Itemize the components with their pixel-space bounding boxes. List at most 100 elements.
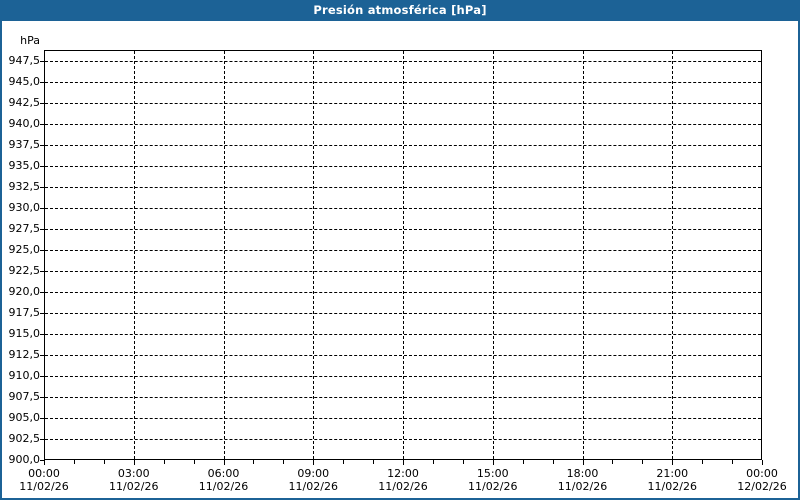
x-axis-tick-date: 11/02/26 xyxy=(198,480,249,493)
y-axis-tick-label: 910,0 xyxy=(8,368,41,382)
y-axis-tick-label: 937,5 xyxy=(8,137,41,151)
x-axis-tick-date: 11/02/26 xyxy=(647,480,697,493)
x-axis-tick-time: 21:00 xyxy=(656,467,689,480)
y-axis-tick-mark xyxy=(40,60,44,62)
x-axis-tick-label: 15:00 11/02/26 xyxy=(448,467,538,493)
x-axis-minor-tick-mark xyxy=(193,460,195,464)
x-axis-tick-time: 03:00 xyxy=(117,467,150,480)
x-axis-minor-tick-mark xyxy=(103,460,105,464)
x-axis-tick-mark xyxy=(492,460,494,465)
x-axis-tick-time: 06:00 xyxy=(207,467,240,480)
y-axis-tick-mark xyxy=(40,102,44,104)
y-axis-tick-mark xyxy=(40,81,44,83)
y-axis-tick-mark xyxy=(40,270,44,272)
y-axis-tick-label: 940,0 xyxy=(8,116,41,130)
x-axis-minor-tick-mark xyxy=(552,460,554,464)
x-axis-minor-tick-mark xyxy=(522,460,524,464)
x-axis-minor-tick-mark xyxy=(432,460,434,464)
y-axis-tick-mark xyxy=(40,438,44,440)
y-axis-tick-mark xyxy=(40,460,44,461)
y-axis-tick-label: 925,0 xyxy=(8,242,41,256)
grid-line-vertical xyxy=(403,51,404,459)
x-axis-tick-mark xyxy=(223,460,225,465)
x-axis-tick-date: 11/02/26 xyxy=(378,480,428,493)
x-axis-tick-time: 00:00 xyxy=(746,467,778,480)
y-axis-tick-mark xyxy=(40,291,44,293)
y-axis-tick-label: 915,0 xyxy=(8,326,41,340)
x-axis-minor-tick-mark xyxy=(373,460,375,464)
x-axis-tick-time: 00:00 xyxy=(28,467,60,480)
x-axis-tick-date: 11/02/26 xyxy=(19,480,69,493)
x-axis-tick-mark xyxy=(403,460,404,465)
x-axis-tick-label: 12:00 11/02/26 xyxy=(358,467,448,493)
y-axis-tick-mark xyxy=(40,144,44,146)
y-axis-tick-mark xyxy=(40,417,44,419)
x-axis-minor-tick-mark xyxy=(343,460,345,464)
x-axis-tick-label: 06:00 11/02/26 xyxy=(179,467,269,493)
y-axis-tick-label: 907,5 xyxy=(8,389,41,403)
y-axis-tick-label: 935,0 xyxy=(8,158,41,172)
y-axis-tick-label: 947,5 xyxy=(8,53,41,67)
x-axis-minor-tick-mark xyxy=(462,460,464,464)
y-axis-tick-label: 920,0 xyxy=(8,284,41,298)
y-axis-tick-label: 900,0 xyxy=(8,453,41,466)
y-axis-tick-mark xyxy=(40,228,44,230)
x-axis-tick-label: 09:00 11/02/26 xyxy=(268,467,358,493)
x-axis-tick-mark xyxy=(762,460,763,465)
x-axis-minor-tick-mark xyxy=(732,460,734,464)
x-axis-tick-date: 11/02/26 xyxy=(468,480,518,493)
y-axis-tick-mark xyxy=(40,249,44,251)
x-axis-tick-date: 11/02/26 xyxy=(557,480,608,493)
grid-line-vertical xyxy=(582,51,584,459)
y-axis-tick-mark xyxy=(40,186,44,188)
x-axis-tick-time: 12:00 xyxy=(387,467,419,480)
y-axis-tick-label: 942,5 xyxy=(8,95,41,109)
y-axis-tick-label: 917,5 xyxy=(8,305,41,319)
x-axis-tick-mark xyxy=(133,460,135,465)
x-axis-tick-time: 09:00 xyxy=(297,467,330,480)
x-axis-tick-mark xyxy=(313,460,315,465)
x-axis-minor-tick-mark xyxy=(163,460,165,464)
grid-line-vertical xyxy=(672,51,674,459)
x-axis-minor-tick-mark xyxy=(283,460,285,464)
y-axis-unit-label: hPa xyxy=(20,34,40,47)
x-axis-tick-mark xyxy=(582,460,584,465)
y-axis-tick-mark xyxy=(40,207,44,209)
x-axis-tick-mark xyxy=(44,460,45,465)
x-axis-tick-date: 11/02/26 xyxy=(109,480,159,493)
y-axis-tick-mark xyxy=(40,333,44,335)
y-axis-tick-label: 945,0 xyxy=(8,74,41,88)
y-axis-tick-label: 927,5 xyxy=(8,221,41,235)
y-axis-tick-mark xyxy=(40,165,44,167)
x-axis-tick-label: 21:00 11/02/26 xyxy=(627,467,717,493)
x-axis-tick-mark xyxy=(672,460,674,465)
x-axis-tick-date: 11/02/26 xyxy=(288,480,338,493)
y-axis-tick-label: 932,5 xyxy=(8,179,41,193)
grid-line-vertical xyxy=(492,51,494,459)
x-axis-minor-tick-mark xyxy=(73,460,75,464)
y-axis-tick-label: 912,5 xyxy=(8,347,41,361)
x-axis-minor-tick-mark xyxy=(612,460,614,464)
plot-area xyxy=(44,50,762,460)
x-axis-minor-tick-mark xyxy=(253,460,255,464)
y-axis-tick-label: 902,5 xyxy=(8,431,41,445)
page-title: Presión atmosférica [hPa] xyxy=(313,3,487,17)
x-axis-tick-date: 12/02/26 xyxy=(737,480,787,493)
y-axis-tick-mark xyxy=(40,123,44,125)
x-axis-tick-label: 00:00 12/02/26 xyxy=(717,467,798,493)
x-axis-minor-tick-mark xyxy=(702,460,704,464)
grid-line-vertical xyxy=(223,51,225,459)
x-axis-tick-time: 15:00 xyxy=(476,467,509,480)
y-axis-tick-mark xyxy=(40,312,44,314)
y-axis-tick-label: 930,0 xyxy=(8,200,41,214)
y-axis-tick-mark xyxy=(40,354,44,356)
window-title-bar: Presión atmosférica [hPa] xyxy=(2,0,798,21)
y-axis-tick-label: 905,0 xyxy=(8,410,41,424)
x-axis-minor-tick-mark xyxy=(642,460,644,464)
x-axis-tick-label: 03:00 11/02/26 xyxy=(89,467,179,493)
x-axis-tick-label: 18:00 11/02/26 xyxy=(538,467,628,493)
x-axis-tick-time: 18:00 xyxy=(566,467,599,480)
y-axis-tick-label: 922,5 xyxy=(8,263,41,277)
grid-line-vertical xyxy=(313,51,315,459)
